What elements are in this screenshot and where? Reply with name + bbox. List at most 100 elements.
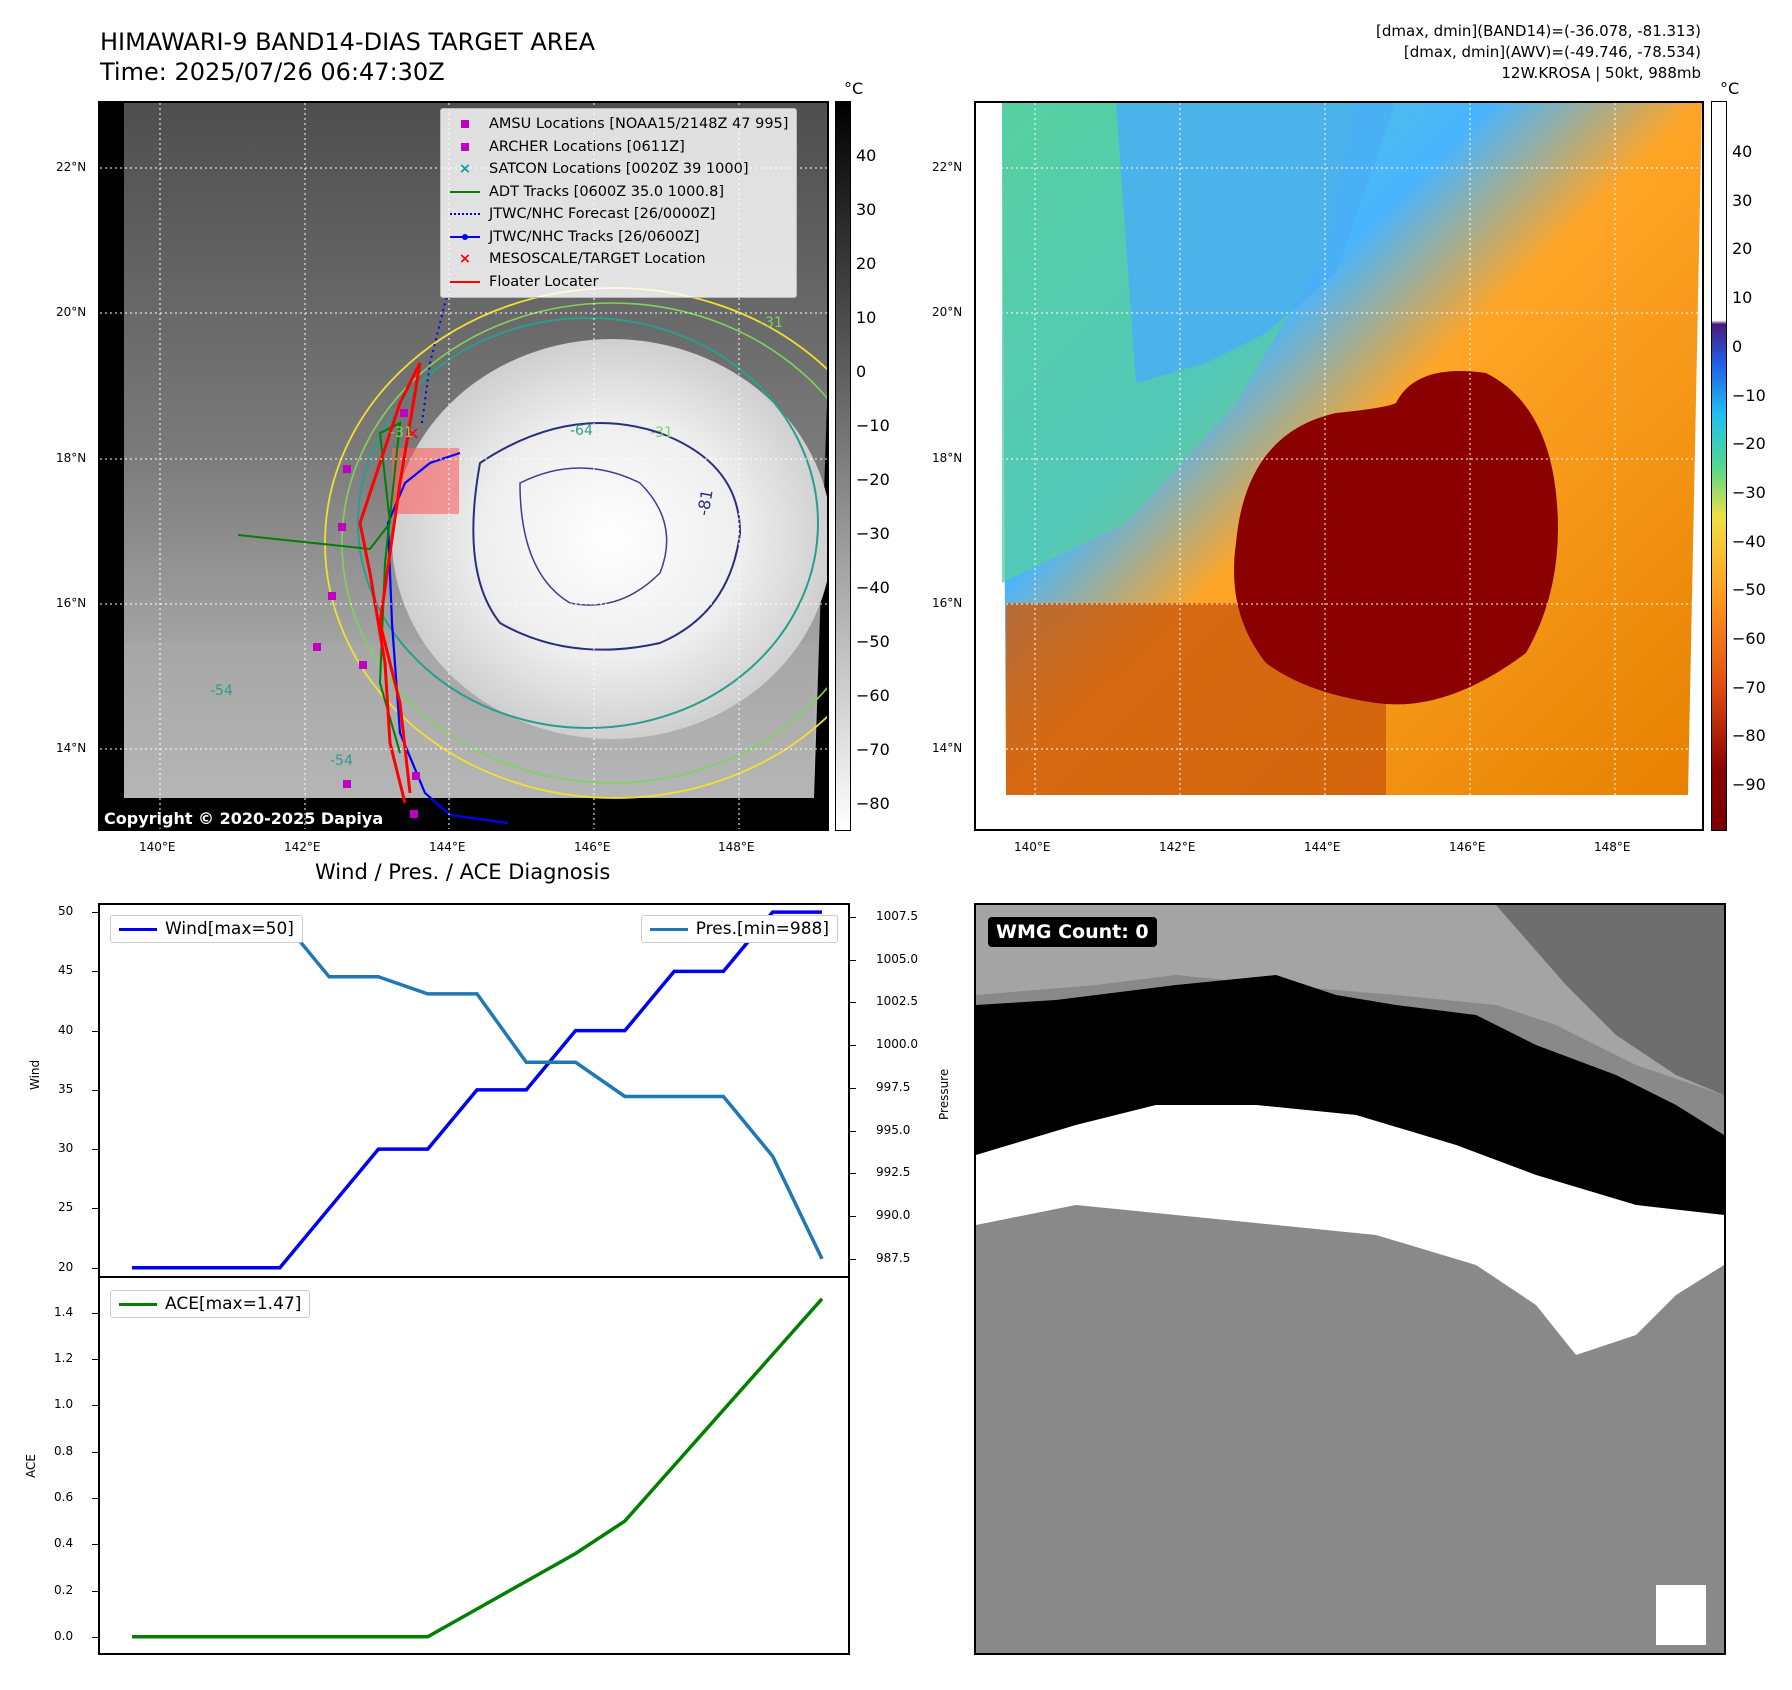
pressure-tick-mark	[850, 1130, 856, 1132]
pressure-tick-mark	[850, 1216, 856, 1218]
awv-colorbar	[1711, 101, 1727, 831]
wind-pres-plot: Wind[max=50] Pres.[min=988]	[98, 903, 850, 1278]
ace-tick-mark	[92, 1405, 98, 1407]
ace-series-line	[132, 1297, 824, 1639]
contour-label-31b: -31	[650, 425, 673, 441]
jtwc-track	[386, 451, 509, 825]
wind-tick-mark	[92, 1267, 98, 1269]
awv-colorbar-tick: −80	[1732, 726, 1766, 746]
legend-amsu: AMSU Locations [NOAA15/2148Z 47 995]	[449, 113, 788, 136]
wind-tick-mark	[92, 1149, 98, 1151]
awv-colorbar-tick: −20	[1732, 434, 1766, 454]
contour-54	[357, 317, 819, 729]
lon-label: 148°E	[718, 840, 755, 854]
legend-jtwc-forecast: JTWC/NHC Forecast [26/0000Z]	[449, 203, 788, 226]
lat-label: 14°N	[56, 741, 87, 755]
wind-tick: 30	[58, 1141, 74, 1156]
pressure-ylabel: Pressure	[937, 1068, 951, 1120]
amsu-archer-markers	[313, 409, 420, 818]
ace-tick-mark	[92, 1636, 98, 1638]
wind-series-line	[132, 910, 822, 1270]
lat-label: 20°N	[56, 305, 87, 319]
ace-tick-mark	[92, 1312, 98, 1314]
wind-tick: 25	[58, 1200, 74, 1215]
lat-label: 18°N	[932, 451, 963, 465]
wmg-panel: WMG Count: 0	[974, 903, 1726, 1655]
ace-tick: 1.4	[54, 1304, 74, 1319]
ace-tick-mark	[92, 1497, 98, 1499]
wind-tick-mark	[92, 1030, 98, 1032]
awv-cold-core	[1234, 371, 1558, 705]
awv-colorbar-tick: −60	[1732, 629, 1766, 648]
awv-gridlines	[976, 103, 1702, 829]
lon-label: 142°E	[1159, 840, 1196, 854]
band14-colorbar-tick: −20	[856, 470, 890, 489]
ace-tick: 0.4	[54, 1536, 74, 1551]
ace-tick-mark	[92, 1544, 98, 1546]
pressure-tick: 1005.0	[876, 951, 918, 966]
wind-legend: Wind[max=50]	[110, 915, 303, 943]
lat-label: 16°N	[56, 596, 87, 610]
pressure-tick: 990.0	[876, 1208, 911, 1223]
lon-label: 140°E	[1014, 840, 1051, 854]
pressure-tick-mark	[850, 1087, 856, 1089]
awv-map	[974, 101, 1704, 831]
contour-label-64: -64	[570, 423, 593, 439]
band14-legend: AMSU Locations [NOAA15/2148Z 47 995] ARC…	[440, 108, 798, 298]
band14-colorbar-tick: −40	[856, 578, 890, 597]
ace-tick: 0.8	[54, 1443, 74, 1458]
contour-label-54a: -54	[210, 683, 233, 699]
lon-label: 146°E	[574, 840, 611, 854]
info-line2: [dmax, dmin](AWV)=(-49.746, -78.534)	[1403, 43, 1701, 61]
lon-label: 140°E	[139, 840, 176, 854]
awv-colorbar-tick: 20	[1732, 239, 1753, 259]
awv-colorbar-tick: −40	[1732, 531, 1766, 551]
awv-colorbar-unit: °C	[1720, 79, 1740, 98]
lon-label: 144°E	[429, 840, 466, 854]
wmg-count: WMG Count: 0	[988, 917, 1157, 947]
lat-label: 22°N	[56, 160, 87, 174]
awv-colorbar-tick: 0	[1732, 336, 1743, 356]
lat-label: 22°N	[932, 160, 963, 174]
band14-colorbar-tick: 0	[856, 362, 867, 381]
pressure-legend: Pres.[min=988]	[640, 915, 838, 943]
pressure-tick-mark	[850, 959, 856, 961]
pressure-tick-mark	[850, 1173, 856, 1175]
pressure-tick: 995.0	[876, 1122, 911, 1137]
legend-floater: Floater Locater	[449, 271, 788, 294]
awv-colorbar-tick: −70	[1732, 677, 1766, 697]
ace-legend: ACE[max=1.47]	[110, 1290, 311, 1318]
ace-tick: 0.0	[54, 1628, 74, 1643]
ace-tick-mark	[92, 1451, 98, 1453]
band14-colorbar	[835, 101, 851, 831]
wind-tick-mark	[92, 1089, 98, 1091]
awv-colorbar-tick: −50	[1732, 580, 1766, 600]
wind-tick-mark	[92, 971, 98, 973]
ace-tick: 1.2	[54, 1351, 74, 1366]
band14-colorbar-tick: 40	[856, 146, 877, 165]
legend-jtwc-tracks: JTWC/NHC Tracks [26/0600Z]	[449, 226, 788, 249]
ace-tick-mark	[92, 1590, 98, 1592]
pressure-tick: 1007.5	[876, 908, 918, 923]
lat-label: 16°N	[932, 596, 963, 610]
ace-tick: 0.2	[54, 1582, 74, 1597]
pressure-tick: 997.5	[876, 1079, 911, 1094]
band14-colorbar-tick: −60	[856, 686, 890, 705]
awv-imagery	[1002, 103, 1702, 795]
contour-label-31c: -31	[760, 315, 783, 331]
ace-plot: ACE[max=1.47]	[98, 1276, 850, 1655]
ace-ylabel: ACE	[24, 1454, 38, 1478]
adt-track	[237, 421, 402, 754]
awv-colorbar-tick: 10	[1732, 288, 1753, 308]
ace-legend-swatch	[119, 1302, 157, 1306]
ace-line	[132, 1297, 824, 1639]
wmg-raster	[976, 905, 1724, 1645]
ace-tick-mark	[92, 1359, 98, 1361]
pressure-legend-swatch	[649, 927, 688, 931]
wind-pres-lines	[132, 910, 824, 1270]
title-line2: Time: 2025/07/26 06:47:30Z	[100, 58, 445, 86]
contour-81	[472, 422, 742, 651]
pressure-tick: 992.5	[876, 1165, 911, 1180]
wind-tick: 50	[58, 904, 74, 919]
contour-label-31a: -31	[390, 425, 413, 441]
